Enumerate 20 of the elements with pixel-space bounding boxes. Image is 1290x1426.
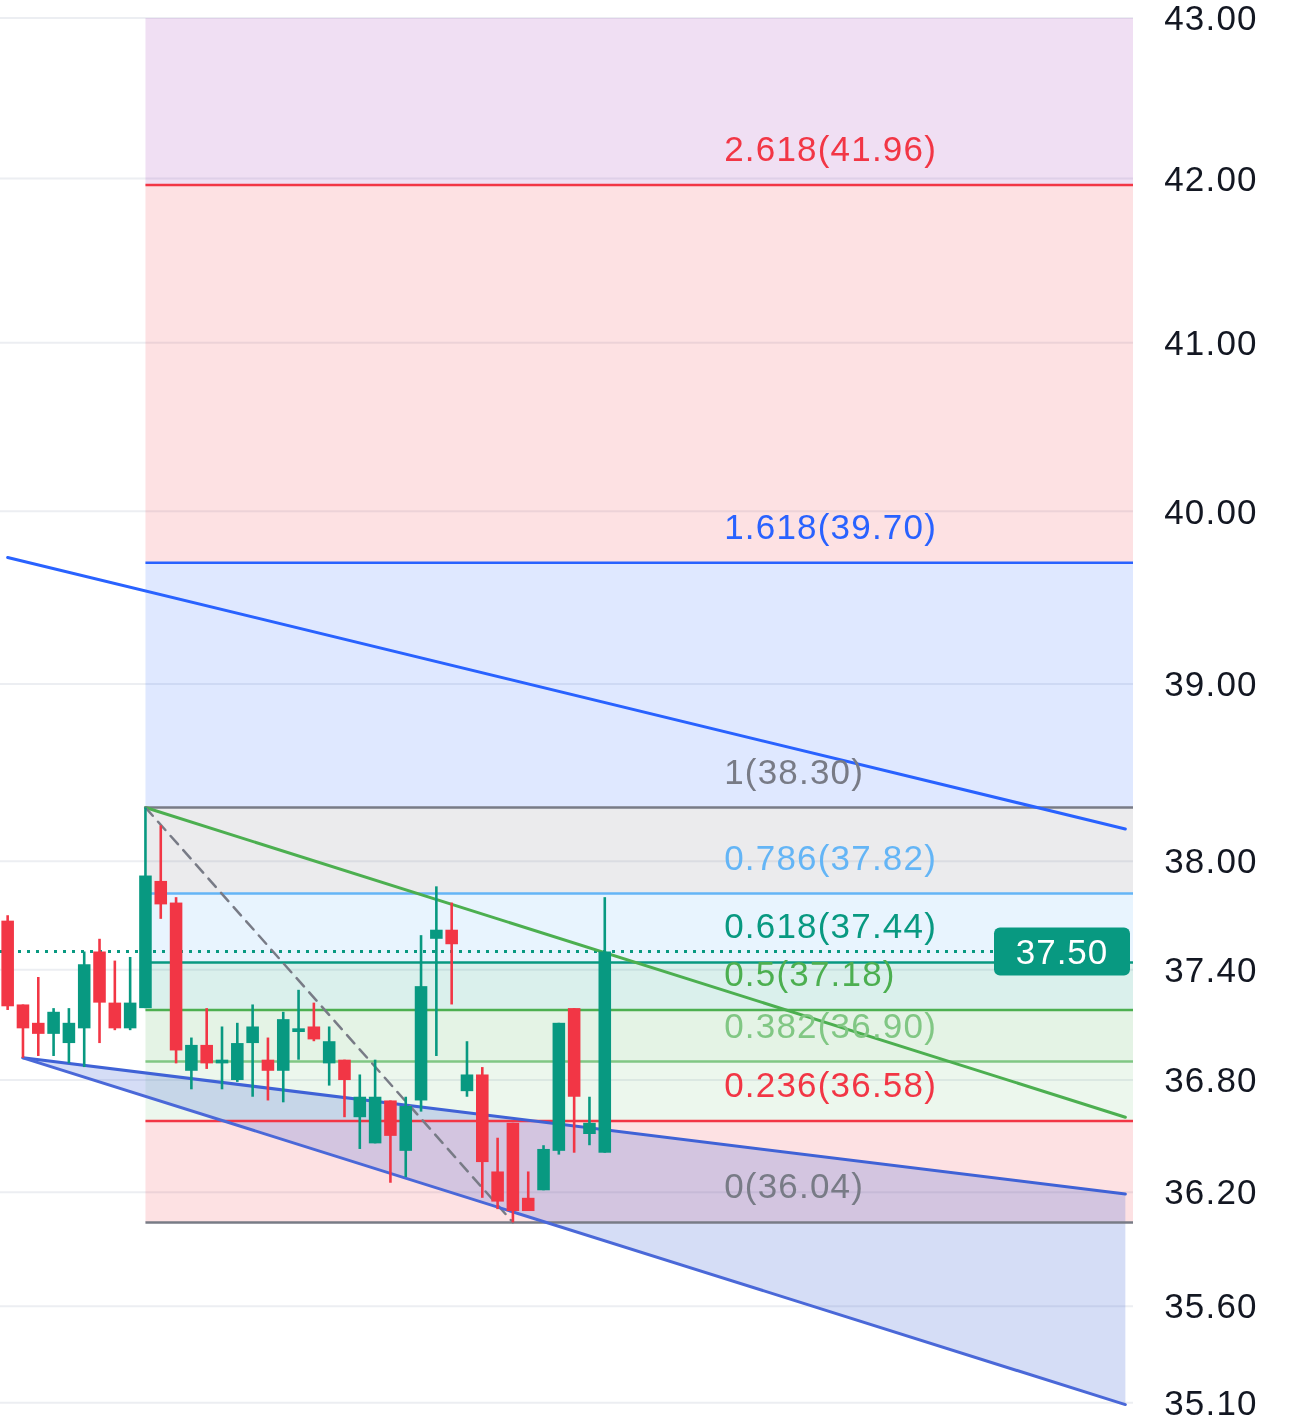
ref-line-label: 2.618(41.96): [724, 129, 938, 168]
y-tick-label: 36.80: [1164, 1060, 1258, 1100]
y-tick-label: 40.00: [1164, 491, 1258, 531]
ref-line-label: 0.5(37.18): [724, 953, 896, 993]
ref-line-label: 1.618(39.70): [724, 506, 938, 546]
y-tick-label: 43.00: [1164, 0, 1258, 38]
ref-line-label: 37.50: [1015, 931, 1109, 971]
ref-line-label: 0.786(37.82): [724, 837, 938, 877]
y-tick-label: 37.40: [1164, 949, 1258, 989]
ref-line-label: 0(36.04): [724, 1166, 865, 1206]
ref-line-label: 0.618(37.44): [724, 906, 938, 946]
y-tick-label: 35.10: [1164, 1382, 1258, 1422]
y-tick-label: 42.00: [1164, 158, 1258, 198]
y-tick-label: 36.20: [1164, 1172, 1258, 1212]
ref-line-label: 0.236(36.58): [724, 1064, 938, 1104]
y-tick-label: 39.00: [1164, 664, 1258, 704]
y-tick-label: 41.00: [1164, 323, 1258, 363]
ref-line-label: 1(38.30): [724, 751, 865, 791]
y-tick-label: 35.60: [1164, 1286, 1258, 1326]
y-tick-label: 38.00: [1164, 841, 1258, 881]
